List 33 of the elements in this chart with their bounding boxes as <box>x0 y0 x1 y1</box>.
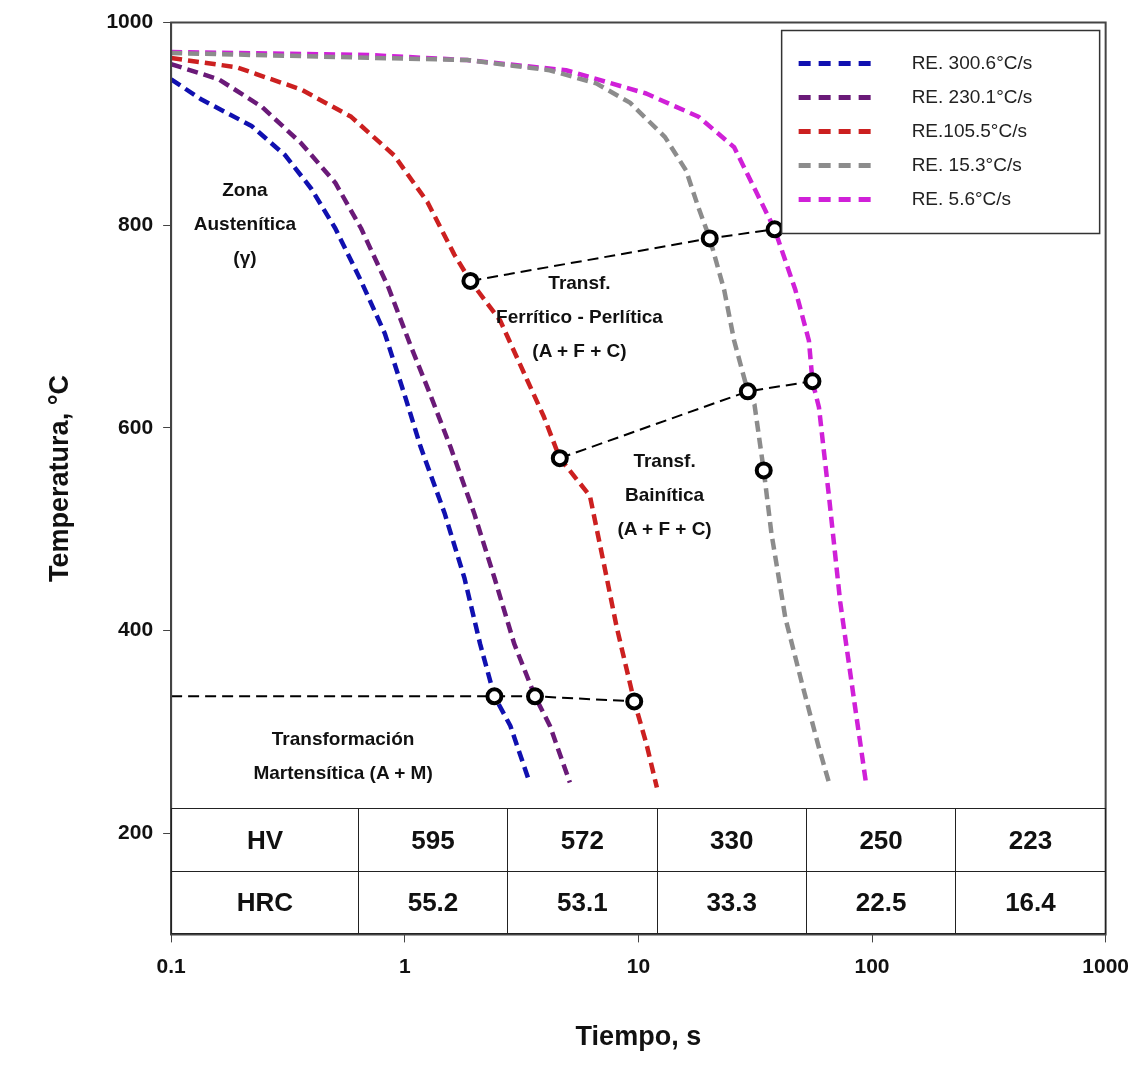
annotation: 595 <box>358 808 508 872</box>
legend-label: RE. 15.3°C/s <box>911 153 1022 175</box>
y-tick-label: 1000 <box>106 9 154 33</box>
y-tick-label: 600 <box>118 414 154 438</box>
x-axis-title: Tiempo, s <box>575 1021 702 1052</box>
annotation: HV <box>171 808 359 872</box>
annotation: 223 <box>955 808 1106 872</box>
x-tick-label: 1000 <box>1082 953 1129 977</box>
annotation: Transf. Ferrítico - Perlítica (A + F + C) <box>496 272 664 362</box>
annotation: HRC <box>171 871 359 934</box>
legend-label: RE. 5.6°C/s <box>911 187 1012 209</box>
annotation: 53.1 <box>507 871 658 934</box>
legend-label: RE. 300.6°C/s <box>911 51 1033 73</box>
annotation: 22.5 <box>806 871 956 934</box>
legend-label: RE.105.5°C/s <box>911 119 1027 141</box>
x-tick-label: 10 <box>626 953 651 977</box>
x-tick-label: 1 <box>398 953 411 977</box>
y-tick-label: 200 <box>118 819 154 843</box>
annotation: 330 <box>657 808 807 872</box>
legend-label: RE. 230.1°C/s <box>911 85 1033 107</box>
annotation: 55.2 <box>358 871 508 934</box>
annotation: Transf. Bainítica (A + F + C) <box>617 450 712 540</box>
annotation: 16.4 <box>955 871 1106 934</box>
annotation: 250 <box>806 808 956 872</box>
annotation: Transformación Martensítica (A + M) <box>253 727 433 783</box>
x-tick-label: 100 <box>854 953 890 977</box>
y-tick-label: 400 <box>118 617 154 641</box>
annotation: 572 <box>507 808 658 872</box>
y-axis-title: Temperatura, °C <box>43 375 74 582</box>
annotation: 33.3 <box>657 871 807 934</box>
x-tick-label: 0.1 <box>156 953 187 977</box>
annotation: Zona Austenítica (γ) <box>193 179 297 269</box>
y-tick-label: 800 <box>118 212 154 236</box>
